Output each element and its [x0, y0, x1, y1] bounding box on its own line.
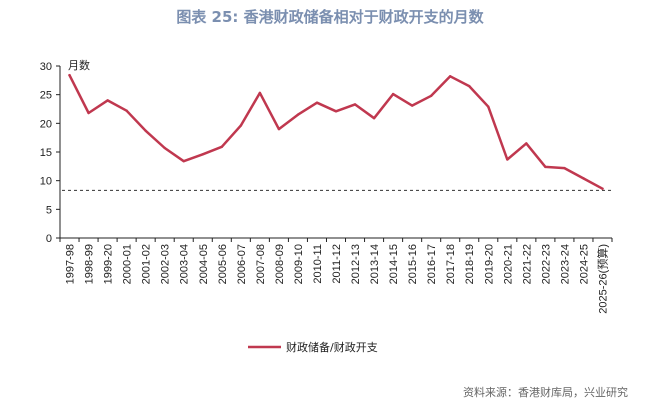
x-tick-label: 2005-06	[217, 244, 229, 284]
x-tick-label: 2017-18	[445, 244, 457, 284]
x-tick-label: 1997-98	[65, 244, 77, 284]
x-tick-label: 2011-12	[331, 244, 343, 284]
x-tick-label: 2022-23	[540, 244, 552, 284]
y-tick-label: 10	[40, 176, 52, 188]
data-point	[87, 111, 90, 115]
y-tick-label: 20	[40, 118, 52, 130]
x-tick-label: 1998-99	[84, 244, 96, 284]
x-tick-label: 2020-21	[502, 244, 514, 284]
x-tick-label: 2009-10	[293, 244, 305, 284]
data-point	[258, 91, 262, 95]
x-tick-label: 2007-08	[255, 244, 267, 284]
data-point	[410, 104, 414, 107]
data-point	[220, 145, 223, 149]
data-point	[391, 92, 395, 96]
data-point	[144, 129, 147, 132]
x-tick-label: 2003-04	[179, 244, 191, 284]
y-tick-label: 5	[46, 204, 52, 216]
data-point	[449, 75, 452, 78]
source-note: 资料来源：香港财库局，兴业研究	[463, 385, 628, 399]
data-point	[506, 158, 509, 161]
data-point	[239, 124, 243, 127]
data-point	[582, 177, 585, 180]
x-tick-label: 2023-24	[559, 244, 571, 284]
data-point	[601, 187, 604, 190]
data-point	[125, 109, 128, 112]
plot-area: 0 5 10 15 20 25 30 1997-98 1998-99 1999-20 2000-01…	[40, 61, 613, 314]
x-tick-label: 2002-03	[160, 244, 172, 284]
x-tick-label: 2000-01	[122, 244, 134, 284]
data-point	[468, 84, 471, 88]
y-tick-label: 25	[40, 90, 52, 102]
x-tick-label: 2019-20	[483, 244, 495, 284]
data-point	[201, 153, 204, 156]
x-tick-label: 2016-17	[426, 244, 438, 284]
x-tick-label: 2006-07	[236, 244, 248, 284]
y-axis-unit-label: 月数	[68, 59, 90, 72]
y-tick-label: 15	[40, 147, 52, 159]
chart-title: 图表 25: 香港财政储备相对于财政开支的月数	[176, 8, 484, 26]
x-tick-label: 2004-05	[198, 244, 210, 284]
x-tick-label: 2014-15	[388, 244, 400, 284]
data-point	[372, 116, 376, 120]
x-tick-label: 1999-20	[103, 244, 115, 284]
y-tick-label: 0	[46, 233, 52, 245]
x-tick-label: 2018-19	[464, 244, 476, 284]
data-point	[544, 165, 547, 169]
data-point	[68, 73, 71, 77]
x-tick-label: 2025-26(预算)	[595, 244, 609, 314]
data-point	[277, 127, 281, 131]
data-point	[296, 113, 300, 116]
data-point	[315, 101, 319, 104]
legend: 财政储备/财政开支	[248, 340, 378, 354]
series-line	[68, 73, 604, 190]
data-point	[106, 99, 109, 102]
x-tick-label: 2001-02	[141, 244, 153, 284]
x-tick-label: 2021-22	[521, 244, 533, 284]
data-point	[353, 103, 357, 106]
data-point	[525, 142, 528, 145]
data-point	[563, 166, 566, 170]
x-tick-label: 2024-25	[578, 244, 590, 284]
x-tick-label: 2013-14	[369, 244, 381, 284]
x-tick-label: 2015-16	[407, 244, 419, 284]
data-point	[487, 105, 490, 108]
data-point	[163, 146, 166, 150]
data-point	[429, 94, 433, 98]
x-tick-label: 2010-11	[312, 244, 324, 284]
y-tick-label: 30	[40, 61, 52, 73]
x-tick-label: 2008-09	[274, 244, 286, 284]
x-tick-label: 2012-13	[350, 244, 362, 284]
legend-label: 财政储备/财政开支	[286, 340, 378, 354]
data-point	[182, 159, 185, 163]
data-point	[334, 110, 338, 113]
